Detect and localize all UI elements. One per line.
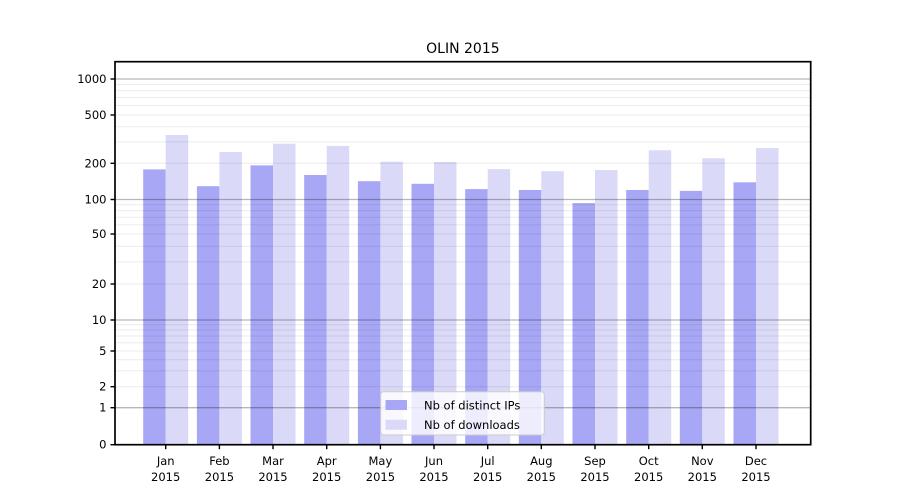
bar-downloads-nov <box>702 158 725 445</box>
y-tick-label: 50 <box>92 227 107 241</box>
y-tick-label: 10 <box>92 313 107 327</box>
x-tick-label-year: 2015 <box>312 470 341 484</box>
x-tick-label-year: 2015 <box>634 470 663 484</box>
bar-distinct-ips-jul <box>465 189 488 445</box>
bar-distinct-ips-feb <box>196 186 220 445</box>
x-tick-label-year: 2015 <box>205 470 234 484</box>
y-tick-label: 20 <box>92 277 107 291</box>
x-tick-label-year: 2015 <box>151 470 180 484</box>
x-tick-label-month: Jul <box>480 454 495 468</box>
bar-distinct-ips-nov <box>679 190 703 445</box>
x-tick-label-month: Apr <box>317 454 337 468</box>
x-tick-label-month: Nov <box>691 454 714 468</box>
bar-distinct-ips-dec <box>733 182 756 445</box>
bar-downloads-sep <box>595 170 618 445</box>
bar-downloads-apr <box>326 145 350 445</box>
x-tick-label-month: May <box>369 454 393 468</box>
bar-distinct-ips-apr <box>304 175 327 445</box>
bar-distinct-ips-may <box>357 181 381 445</box>
y-tick-label: 500 <box>85 108 107 122</box>
y-tick-label: 100 <box>85 193 107 207</box>
legend-swatch-distinct-ips <box>385 400 407 410</box>
bar-downloads-jul <box>487 169 511 445</box>
legend-label-distinct-ips: Nb of distinct IPs <box>424 398 520 412</box>
x-tick-label-month: Aug <box>530 454 552 468</box>
y-tick-label: 200 <box>85 156 107 170</box>
x-tick-label-month: Jan <box>156 454 175 468</box>
legend-box <box>380 391 545 436</box>
y-tick-label: 0 <box>99 438 106 452</box>
bar-distinct-ips-aug <box>518 190 542 445</box>
bar-downloads-mar <box>273 143 296 445</box>
plot-border <box>114 60 812 446</box>
legend: Nb of distinct IPs Nb of downloads <box>380 391 545 436</box>
legend-label-downloads: Nb of downloads <box>424 418 520 432</box>
x-tick-label-month: Dec <box>745 454 767 468</box>
bar-downloads-jun <box>434 162 457 445</box>
y-tick-label: 2 <box>99 380 106 394</box>
bar-downloads-aug <box>541 171 564 445</box>
bar-distinct-ips-mar <box>250 165 273 445</box>
x-tick-label-year: 2015 <box>366 470 395 484</box>
y-tick-label: 1000 <box>77 72 106 86</box>
x-tick-label-month: Mar <box>262 454 284 468</box>
x-tick-label-month: Oct <box>639 454 659 468</box>
x-tick-label-year: 2015 <box>527 470 556 484</box>
bar-distinct-ips-jan <box>143 169 166 445</box>
bar-downloads-feb <box>219 152 242 445</box>
x-tick-label-year: 2015 <box>258 470 287 484</box>
bar-distinct-ips-jun <box>411 183 434 445</box>
chart-title: OLIN 2015 <box>426 41 500 57</box>
bar-downloads-jan <box>165 135 189 445</box>
x-tick-label-year: 2015 <box>419 470 448 484</box>
x-tick-label-year: 2015 <box>473 470 502 484</box>
x-tick-label-year: 2015 <box>688 470 717 484</box>
x-tick-label-month: Sep <box>584 454 606 468</box>
bar-distinct-ips-sep <box>572 203 595 445</box>
x-tick-label-month: Feb <box>209 454 229 468</box>
x-tick-label-year: 2015 <box>580 470 609 484</box>
bar-downloads-may <box>380 161 403 445</box>
bar-downloads-oct <box>648 150 672 445</box>
x-tick-label-month: Jun <box>424 454 443 468</box>
legend-swatch-downloads <box>385 419 407 430</box>
bar-distinct-ips-oct <box>626 190 649 445</box>
y-tick-label: 5 <box>99 344 106 358</box>
bar-downloads-dec <box>756 148 779 445</box>
y-tick-label: 1 <box>99 401 106 415</box>
x-tick-label-year: 2015 <box>741 470 770 484</box>
